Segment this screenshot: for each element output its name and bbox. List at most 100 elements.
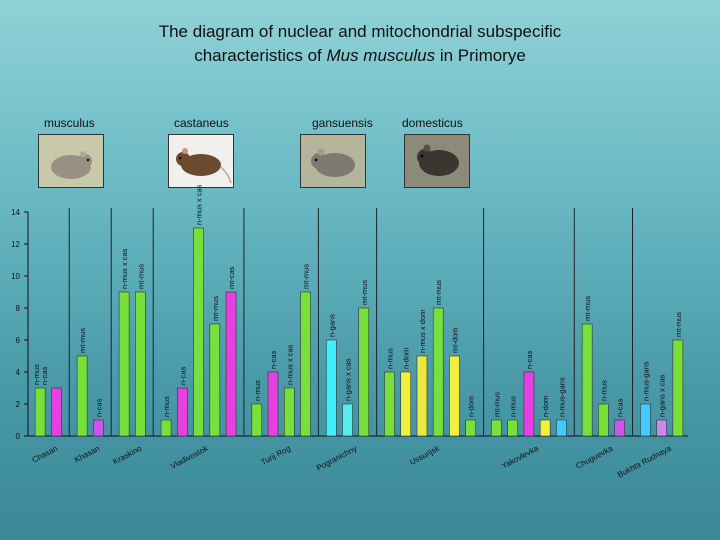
bar-label-4-3: mt-mus (302, 264, 311, 289)
bar-3-1 (177, 387, 188, 437)
chart-title: The diagram of nuclear and mitochondrial… (0, 20, 720, 68)
bar-6-1 (400, 371, 412, 437)
bar-4-3 (300, 291, 311, 437)
subspecies-label-castaneus: castaneus (174, 116, 229, 130)
bar-3-0 (160, 419, 172, 437)
bar-label-1-0: mt-mus (78, 328, 87, 353)
bar-6-2 (416, 355, 428, 437)
bar-label-8-2: n-cas (616, 398, 625, 417)
bar-6-3 (432, 307, 444, 437)
bar-label-6-3: mt-mus (434, 280, 443, 305)
bar-8-0 (581, 323, 593, 437)
bar-label-7-3: n-dom (541, 396, 550, 417)
x-category-label: Bukhta Rudnaya (616, 444, 673, 480)
bar-label-7-1: n-mus (509, 396, 518, 417)
bar-label-3-1: n-cas (178, 366, 187, 385)
bar-label-0-0: n-musn-cas (32, 364, 49, 385)
bar-8-2 (614, 419, 625, 437)
bar-0-0 (34, 387, 46, 437)
bar-3-4 (225, 291, 237, 437)
x-category-label: Pogranichny (315, 444, 359, 473)
title-species: Mus musculus (326, 46, 436, 65)
mouse-photo-musculus (38, 134, 104, 188)
x-category-label: Turij Rog (259, 444, 292, 467)
bar-label-5-1: n-gans x cas (344, 358, 353, 401)
bar-label-1-1: n-cas (94, 398, 103, 417)
y-tick-label: 6 (16, 336, 21, 345)
bar-4-2 (283, 387, 295, 437)
bar-label-6-4: mt-dom (450, 328, 459, 353)
x-category-label: Chuguevka (574, 444, 614, 471)
bar-label-4-0: n-mus (253, 380, 262, 401)
bar-7-0 (491, 419, 502, 437)
bar-label-3-2: n-mus x cas (195, 184, 204, 225)
bar-4-0 (251, 403, 263, 437)
bar-label-6-5: n-dom (467, 396, 476, 417)
bar-6-0 (384, 371, 395, 437)
bar-0-1 (51, 387, 62, 437)
bar-2-0 (118, 291, 130, 437)
y-tick-label: 14 (11, 208, 20, 217)
bar-3-2 (193, 227, 204, 437)
bar-4-1 (267, 371, 279, 437)
title-line-1: The diagram of nuclear and mitochondrial… (158, 22, 562, 41)
bar-label-8-0: mt-mus (583, 296, 592, 321)
subspecies-label-domesticus: domesticus (402, 116, 463, 130)
bar-8-1 (598, 403, 609, 437)
x-category-label: Yakovlevka (500, 444, 540, 471)
mouse-body (181, 154, 221, 176)
title-line-2: characteristics of Mus musculus in Primo… (0, 44, 720, 68)
bar-label-2-0: n-mus x cas (120, 248, 129, 289)
x-category-label: Khasan (73, 444, 101, 465)
bar-2-1 (135, 291, 146, 437)
y-tick-label: 2 (16, 400, 21, 409)
bar-7-4 (556, 419, 567, 437)
title-line-2-post: in Primorye (435, 46, 526, 65)
bar-7-2 (523, 371, 535, 437)
bar-label-3-0: n-mus (162, 396, 171, 417)
mouse-head (176, 152, 190, 166)
bar-label-7-4: n-mus-gans (557, 377, 566, 417)
bar-9-2 (672, 339, 684, 437)
bar-label-6-0: n-mus (385, 348, 394, 369)
bar-9-0 (640, 403, 651, 437)
bar-7-1 (507, 419, 518, 437)
bar-label-5-0: n-gans (327, 314, 336, 337)
bar-label-4-1: n-cas (269, 350, 278, 369)
bar-label-6-2: n-mus x dom (418, 310, 427, 353)
mouse-photo-gansuensis (300, 134, 366, 188)
mouse-head (417, 149, 433, 165)
y-tick-label: 4 (16, 368, 21, 377)
bar-5-2 (358, 307, 370, 437)
mouse-head (78, 154, 92, 168)
bar-5-1 (342, 403, 353, 437)
x-category-label: Chasan (31, 444, 60, 465)
bar-label-7-0: mt-mus (492, 392, 501, 417)
x-category-label: Ussurijsk (408, 443, 442, 467)
bar-6-5 (465, 419, 477, 437)
bar-3-3 (209, 323, 221, 437)
subspecies-label-gansuensis: gansuensis (312, 116, 373, 130)
mouse-head (311, 153, 327, 169)
bar-label-5-2: mt-mus (360, 280, 369, 305)
bar-1-1 (93, 419, 104, 437)
bar-label-2-1: mt-mus (136, 264, 145, 289)
x-category-label: Vladivostok (169, 443, 210, 471)
y-tick-label: 0 (16, 432, 21, 441)
bar-label-9-1: n-gans x cas (658, 374, 667, 417)
y-tick-label: 8 (16, 304, 21, 313)
bar-label-7-2: n-cas (525, 350, 534, 369)
bar-label-3-3: mt-mus (211, 296, 220, 321)
bar-9-1 (656, 419, 667, 437)
bar-label-4-2: n-mus x cas (285, 344, 294, 385)
subspecies-label-musculus: musculus (44, 116, 95, 130)
bar-7-3 (539, 419, 551, 437)
bar-label-9-0: n-mus-gans (641, 361, 650, 401)
mouse-photo-domesticus (404, 134, 470, 188)
bar-label-8-1: n-mus (599, 380, 608, 401)
bar-1-0 (76, 355, 88, 437)
y-tick-label: 12 (11, 240, 20, 249)
bar-6-4 (449, 355, 460, 437)
x-category-label: Kraskino (111, 444, 143, 467)
